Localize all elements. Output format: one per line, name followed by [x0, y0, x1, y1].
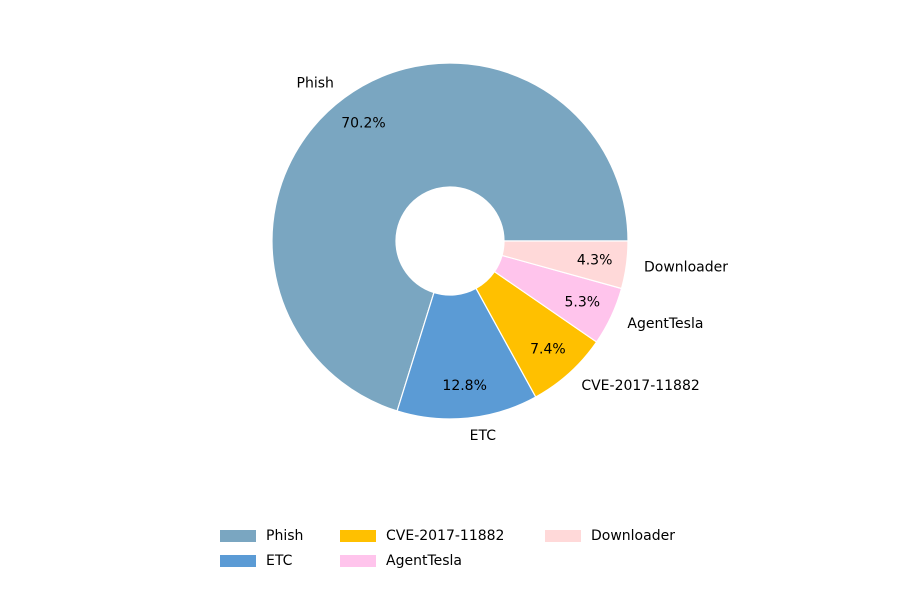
legend-label: ETC — [266, 553, 293, 569]
wedge-label: Phish — [297, 75, 334, 91]
wedge — [271, 62, 629, 412]
wedge-label: Downloader — [644, 259, 728, 275]
wedge — [501, 240, 629, 290]
value-label: 7.4% — [530, 341, 566, 357]
wedge-label: CVE-2017-11882 — [581, 378, 699, 394]
legend-swatch — [220, 530, 256, 542]
value-label: 4.3% — [577, 253, 613, 269]
legend-swatch — [220, 555, 256, 567]
value-label: 5.3% — [564, 295, 600, 311]
wedge-label: AgentTesla — [627, 316, 703, 332]
value-label: 12.8% — [442, 378, 486, 394]
legend-label: Downloader — [591, 528, 675, 544]
legend-label: AgentTesla — [386, 553, 462, 569]
legend-swatch — [545, 530, 581, 542]
wedge-label: ETC — [470, 428, 497, 444]
wedge — [396, 287, 537, 420]
legend-swatch — [340, 555, 376, 567]
value-label: 70.2% — [341, 115, 385, 131]
legend-label: Phish — [266, 528, 303, 544]
legend-label: CVE-2017-11882 — [386, 528, 504, 544]
legend-swatch — [340, 530, 376, 542]
